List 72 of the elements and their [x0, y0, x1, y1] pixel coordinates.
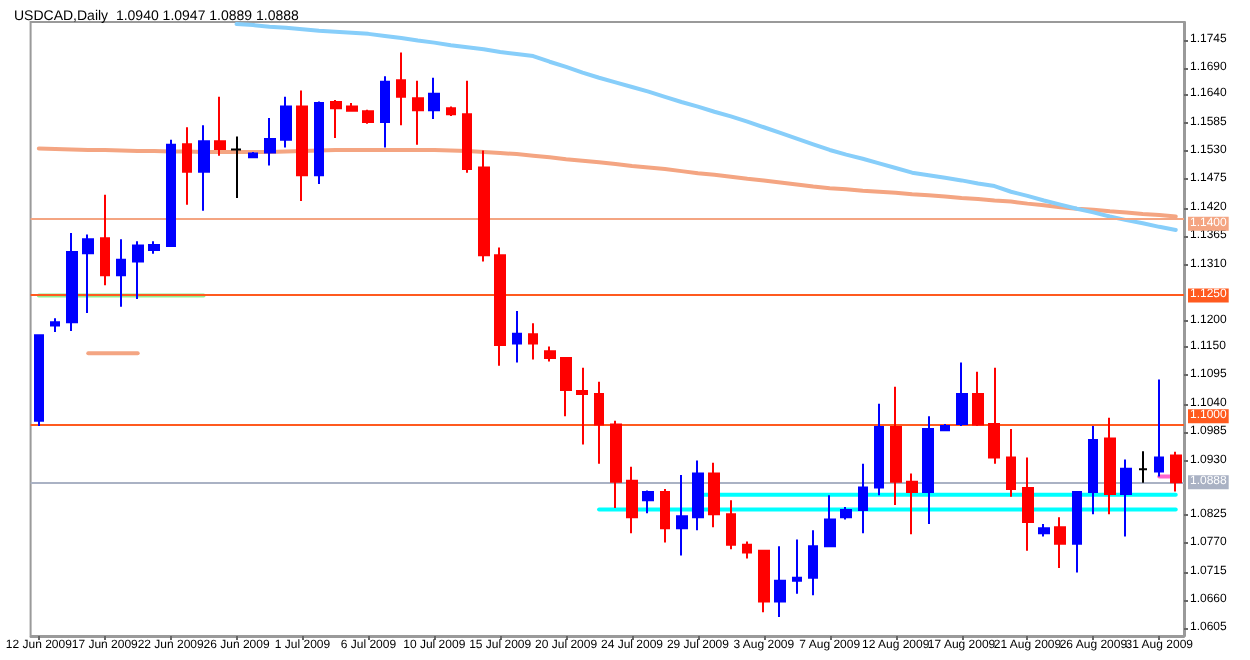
- candlestick: [626, 465, 638, 535]
- candlestick: [296, 89, 308, 203]
- candlestick: [940, 422, 950, 432]
- candlestick: [708, 461, 720, 529]
- candlestick: [1038, 523, 1050, 538]
- candlestick: [594, 380, 604, 465]
- candlestick: [34, 333, 44, 427]
- candlestick: [742, 540, 752, 560]
- candlestick: [1138, 450, 1148, 484]
- candlestick: [1170, 450, 1182, 493]
- candlestick: [412, 79, 424, 146]
- candlestick: [82, 233, 94, 315]
- candlestick: [478, 149, 490, 263]
- candlestick: [1006, 428, 1016, 498]
- candlestick: [50, 317, 60, 334]
- candlestick: [1154, 378, 1164, 478]
- candlestick: [988, 366, 1000, 465]
- candlestick: [1054, 516, 1066, 569]
- candlestick: [792, 538, 802, 595]
- candlestick: [1022, 456, 1034, 552]
- candlestick: [1088, 425, 1098, 516]
- candlestick: [198, 124, 210, 212]
- candlestick: [346, 102, 358, 113]
- candlestick: [446, 105, 456, 117]
- candlestick: [576, 366, 588, 446]
- candlestick: [182, 126, 192, 206]
- candlestick: [230, 135, 242, 199]
- candlestick: [280, 95, 292, 149]
- candlestick: [642, 489, 654, 515]
- candlestick: [512, 309, 522, 364]
- candlestick: [758, 549, 770, 614]
- candlestick: [676, 474, 688, 557]
- candlestick: [890, 385, 902, 506]
- candlestick: [840, 506, 852, 521]
- candlestick: [808, 529, 818, 597]
- candlestick: [148, 240, 160, 255]
- candlestick: [494, 246, 506, 367]
- candlestick: [544, 345, 556, 363]
- candlestick: [956, 361, 968, 427]
- candlestick: [248, 151, 258, 159]
- candlestick: [660, 487, 670, 544]
- candlestick: [100, 193, 110, 287]
- candlestick: [610, 419, 622, 510]
- candlestick: [874, 402, 884, 497]
- candlestick: [560, 356, 572, 418]
- candlestick: [1072, 491, 1082, 574]
- candlestick: [132, 240, 144, 301]
- candlestick: [774, 545, 786, 618]
- candlestick: [726, 499, 736, 551]
- candlestick: [1120, 458, 1132, 538]
- candlestick: [214, 95, 226, 157]
- candlestick: [66, 232, 78, 333]
- candlestick: [462, 79, 472, 174]
- candlestick: [906, 472, 918, 536]
- candlestick: [692, 459, 704, 532]
- candlestick: [922, 415, 934, 526]
- candlestick: [824, 494, 836, 549]
- candlestick: [1104, 416, 1116, 516]
- candlestick: [362, 108, 374, 125]
- candlestick: [264, 116, 276, 167]
- candlestick: [858, 462, 868, 535]
- line-series: [36, 146, 1178, 219]
- candlestick: [428, 76, 440, 120]
- candlestick: [528, 322, 538, 361]
- candlestick: [972, 370, 984, 427]
- candlestick: [380, 75, 390, 149]
- candlestick: [396, 51, 406, 127]
- candlestick: [166, 138, 176, 247]
- candlestick: [330, 98, 342, 140]
- line-series: [234, 22, 1178, 232]
- candlestick: [314, 100, 324, 186]
- candlestick: [116, 238, 126, 308]
